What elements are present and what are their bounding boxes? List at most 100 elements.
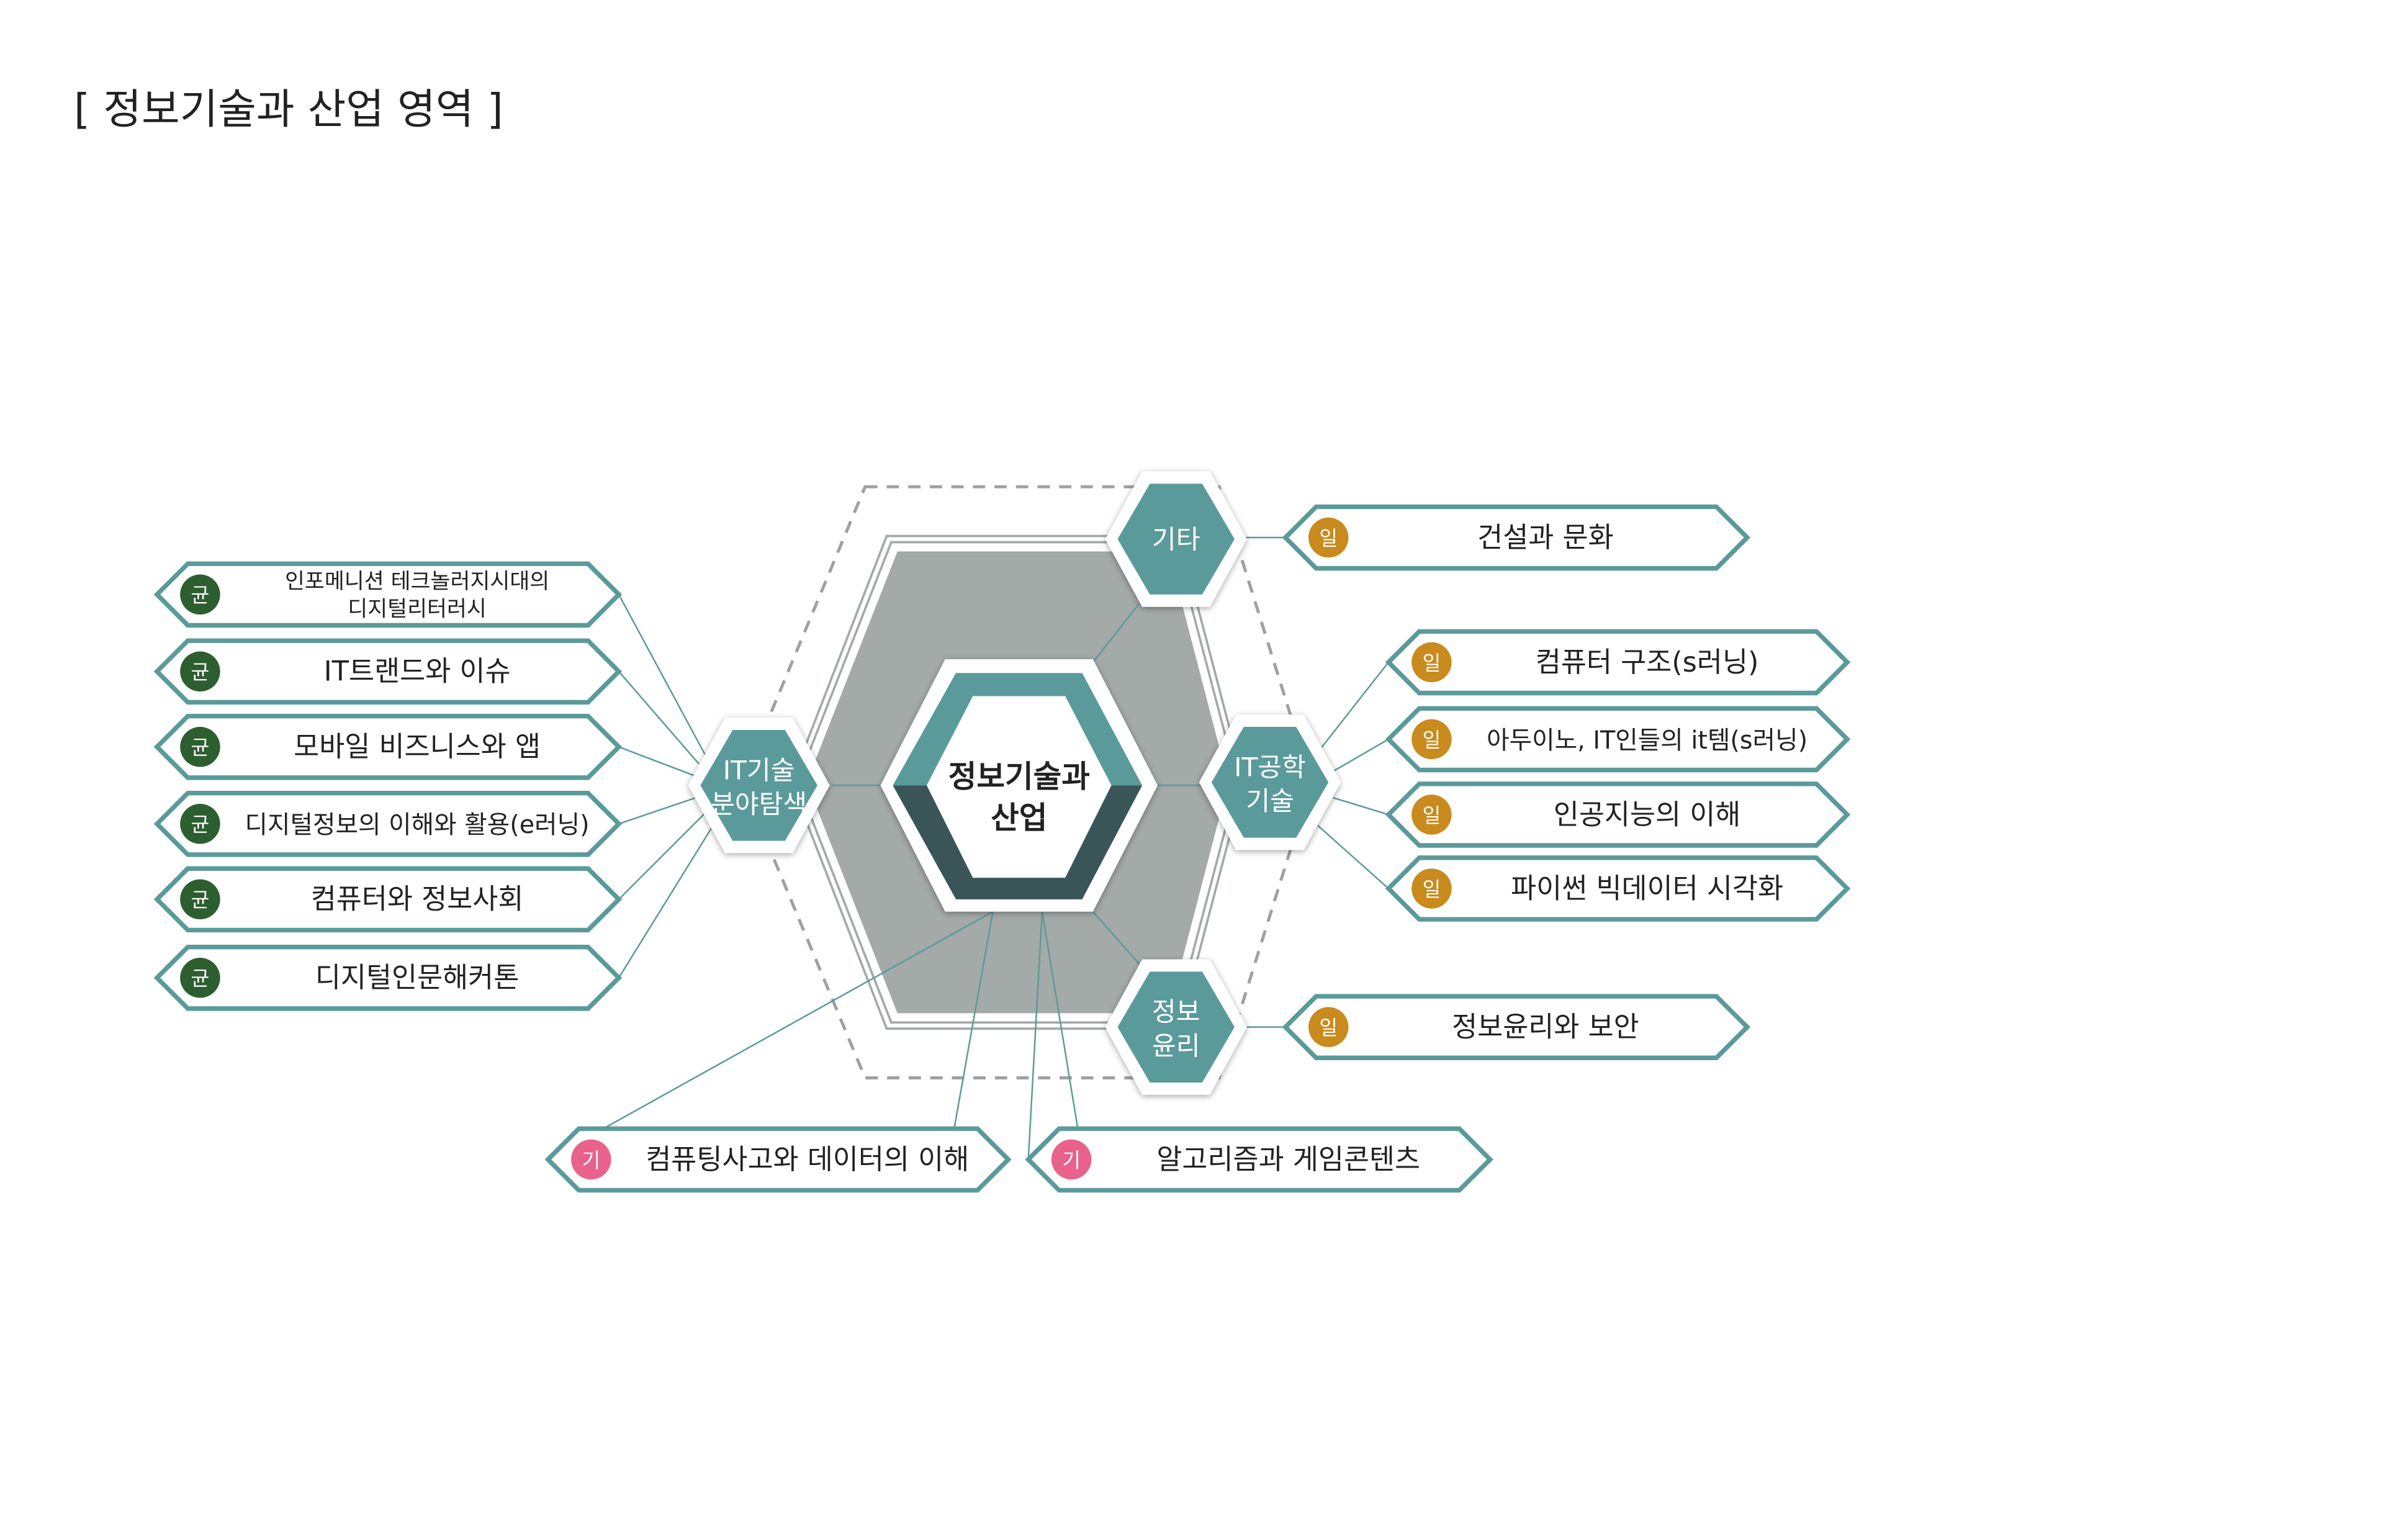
- course-box: [1282, 994, 1751, 1060]
- hub-label: IT기술: [723, 755, 795, 785]
- category-badge: [1411, 795, 1452, 835]
- connector-line: [1027, 911, 1043, 1160]
- connector-line: [618, 670, 700, 765]
- course-title: 컴퓨터 구조(s러닝): [1536, 646, 1759, 678]
- course-box: [153, 944, 623, 1011]
- category-badge: [1411, 719, 1452, 760]
- course-box: [1025, 1126, 1493, 1193]
- course-box: [153, 561, 623, 628]
- connector-line: [1333, 796, 1389, 816]
- category-badge: [180, 958, 220, 998]
- category-badge: [180, 804, 220, 844]
- category-badge: [1308, 517, 1349, 558]
- course-title: 인공지능의 이해: [1554, 798, 1741, 831]
- category-badge-label: 기: [582, 1148, 600, 1172]
- course-box: [1385, 629, 1851, 696]
- course-title: 정보윤리와 보안: [1452, 1011, 1639, 1043]
- hub-label: 기타: [1152, 524, 1200, 554]
- connector-line: [618, 828, 712, 978]
- hub-label: IT공학: [1234, 752, 1306, 782]
- course-title: 디지털인문해커톤: [315, 961, 519, 994]
- course-box: [153, 713, 623, 780]
- course-item[interactable]: 기 컴퓨팅사고와 데이터의 이해: [544, 1126, 1012, 1193]
- course-item[interactable]: 일 아두이노, IT인들의 it템(s러닝): [1385, 706, 1851, 773]
- connector-line: [618, 813, 706, 900]
- page-title: [ 정보기술과 산업 영역 ]: [74, 85, 503, 133]
- category-badge: [180, 651, 220, 692]
- hub-label: 분야탐색: [711, 789, 807, 819]
- course-box: [153, 790, 623, 857]
- connector-line: [1041, 911, 1079, 1128]
- category-badge-label: 균: [191, 813, 210, 837]
- category-badge-label: 일: [1319, 526, 1338, 550]
- category-badge: [180, 879, 220, 920]
- course-item[interactable]: 일 컴퓨터 구조(s러닝): [1385, 629, 1851, 696]
- category-badge: [1411, 868, 1452, 909]
- category-badge: [1308, 1007, 1349, 1047]
- course-title: 컴퓨터와 정보사회: [311, 883, 524, 916]
- category-badge: [180, 574, 220, 615]
- center-label: 정보기술과: [948, 759, 1090, 795]
- connector-line: [618, 746, 696, 777]
- course-item[interactable]: 일 인공지능의 이해: [1385, 781, 1851, 848]
- course-item[interactable]: 균 컴퓨터와 정보사회: [153, 866, 623, 933]
- category-badge-label: 기: [1062, 1148, 1081, 1172]
- course-title: 건설과 문화: [1477, 521, 1613, 554]
- hub-label: 윤리: [1152, 1030, 1200, 1061]
- category-badge-label: 균: [191, 583, 210, 607]
- connector-line: [618, 796, 696, 825]
- course-box: [153, 638, 623, 705]
- course-title: 아두이노, IT인들의 it템(s러닝): [1487, 726, 1808, 755]
- category-badge: [1051, 1139, 1092, 1180]
- course-box: [1385, 781, 1851, 848]
- course-item[interactable]: 일 파이썬 빅데이터 시각화: [1385, 855, 1851, 922]
- category-badge: [180, 727, 220, 767]
- course-box: [544, 1126, 1012, 1193]
- center-hexagon: 정보기술과 산업: [880, 659, 1158, 912]
- category-badge-label: 일: [1423, 804, 1441, 827]
- connector-line: [1317, 824, 1389, 889]
- connector-line: [1330, 738, 1389, 774]
- hub-label: 기술: [1246, 786, 1294, 816]
- hub-ethics[interactable]: 정보윤리: [1105, 959, 1247, 1095]
- course-box: [153, 866, 623, 933]
- connector-line: [547, 911, 994, 1161]
- category-badge: [571, 1139, 611, 1180]
- category-badge-label: 일: [1319, 1016, 1338, 1040]
- course-item[interactable]: 일 정보윤리와 보안: [1282, 994, 1751, 1060]
- course-title: IT트랜드와 이슈: [324, 655, 511, 688]
- course-item[interactable]: 균 디지털인문해커톤: [153, 944, 623, 1011]
- connector-lines: [547, 536, 1389, 1161]
- course-box: [1385, 706, 1851, 773]
- category-badge: [1411, 642, 1452, 683]
- course-title: 컴퓨팅사고와 데이터의 이해: [646, 1143, 969, 1176]
- category-badge-label: 균: [191, 736, 210, 760]
- course-title: 파이썬 빅데이터 시각화: [1511, 872, 1783, 904]
- connector-line: [1092, 603, 1140, 663]
- course-item[interactable]: 균 모바일 비즈니스와 앱: [153, 713, 623, 780]
- category-badge-label: 균: [191, 967, 210, 991]
- category-badge-label: 균: [191, 660, 210, 684]
- course-box: [1282, 504, 1751, 571]
- course-title: 알고리즘과 게임콘텐츠: [1156, 1143, 1420, 1176]
- category-badge-label: 균: [191, 888, 210, 912]
- connector-line: [1092, 911, 1140, 965]
- course-title: 디지털리터러시: [348, 597, 487, 622]
- hub-label: 정보: [1152, 997, 1200, 1027]
- category-badge-label: 일: [1423, 878, 1441, 901]
- course-item[interactable]: 균 IT트랜드와 이슈: [153, 638, 623, 705]
- course-title: 인포메니션 테크놀러지시대의: [285, 569, 549, 594]
- center-label: 산업: [991, 800, 1047, 836]
- course-item[interactable]: 기 알고리즘과 게임콘텐츠: [1025, 1126, 1493, 1193]
- course-item[interactable]: 일 건설과 문화: [1282, 504, 1751, 571]
- connector-line: [953, 911, 994, 1128]
- category-badge-label: 일: [1423, 651, 1441, 675]
- hub-etc[interactable]: 기타: [1105, 471, 1247, 607]
- category-badge-label: 일: [1423, 728, 1441, 752]
- course-title: 모바일 비즈니스와 앱: [294, 731, 541, 763]
- course-item[interactable]: 균 디지털정보의 이해와 활용(e러닝): [153, 790, 623, 857]
